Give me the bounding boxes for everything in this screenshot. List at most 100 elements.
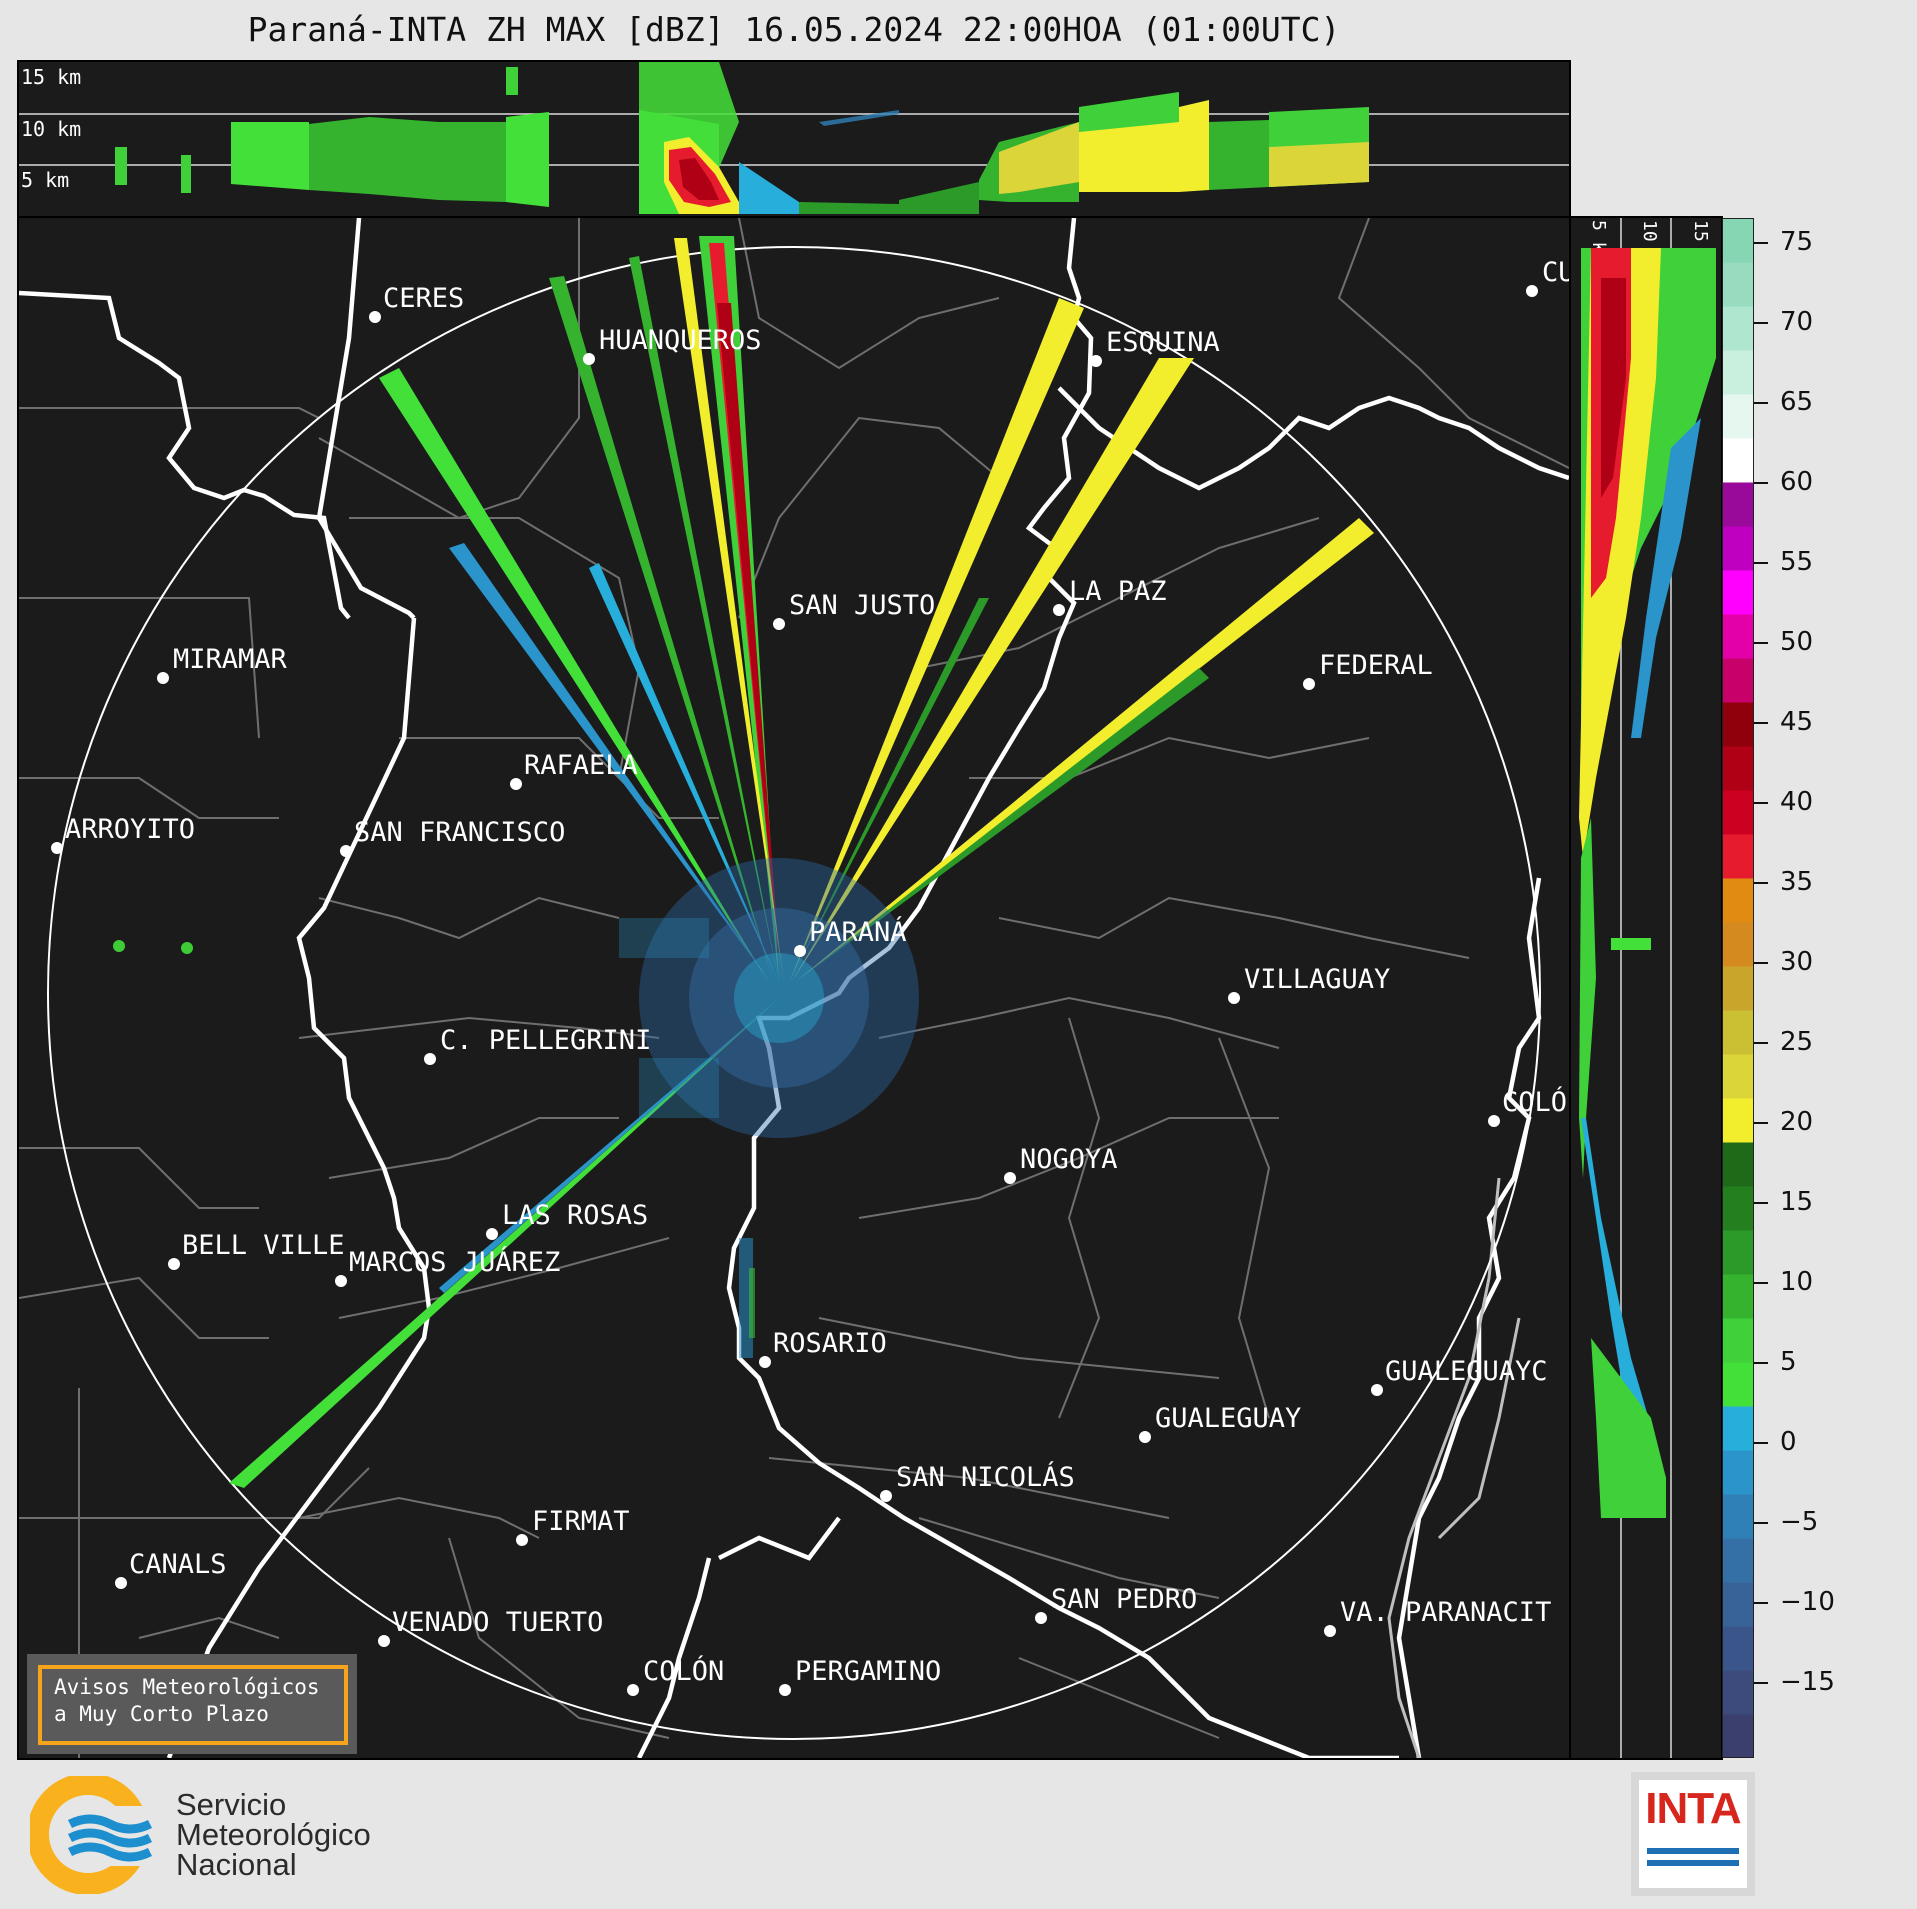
colorbar-tick-label: 50: [1780, 627, 1814, 657]
city-label-gualeguay: GUALEGUAY: [1155, 1403, 1301, 1434]
city-label-esquina: ESQUINA: [1106, 327, 1220, 358]
notice-frame: Avisos Meteorológicos a Muy Corto Plazo: [38, 1665, 348, 1745]
radar-map-panel: CERES HUANQUEROS ESQUINA CU SAN JUSTO LA…: [17, 216, 1571, 1760]
colorbar-tick-mark: [1754, 482, 1768, 484]
colorbar-tick-mark: [1754, 882, 1768, 884]
colorbar-tick-mark: [1754, 1042, 1768, 1044]
colorbar: [1722, 218, 1754, 1758]
colorbar-ticks: 75 70 65 60 55 50 45 40 35 30 25 20 15 10 5 0 −5 −10 −15: [1754, 218, 1904, 1758]
city-label-san-pedro: SAN PEDRO: [1051, 1584, 1197, 1615]
radar-beams: [229, 236, 1374, 1488]
city-label-las-rosas: LAS ROSAS: [502, 1200, 648, 1231]
city-label-pergamino: PERGAMINO: [795, 1656, 941, 1687]
smn-text-line-3: Nacional: [176, 1847, 297, 1882]
colorbar-cell: [1722, 1230, 1754, 1275]
colorbar-cell: [1722, 1406, 1754, 1451]
colorbar-tick-mark: [1754, 642, 1768, 644]
colorbar-tick-label: 10: [1780, 1267, 1814, 1297]
colorbar-tick-label: 30: [1780, 947, 1814, 977]
colorbar-cell: [1722, 614, 1754, 659]
colorbar-cell: [1722, 1010, 1754, 1055]
range-ring: [47, 246, 1541, 1740]
colorbar-tick-mark: [1754, 1202, 1768, 1204]
colorbar-cell: [1722, 922, 1754, 967]
city-label-firmat: FIRMAT: [532, 1506, 630, 1537]
colorbar-tick-label: 25: [1780, 1027, 1814, 1057]
notice-box: Avisos Meteorológicos a Muy Corto Plazo: [27, 1654, 357, 1754]
city-label-huanqueros: HUANQUEROS: [599, 325, 762, 356]
top-cross-section-plot: 15 km 10 km 5 km: [19, 62, 1569, 214]
colorbar-tick-mark: [1754, 1282, 1768, 1284]
colorbar-tick-label: 40: [1780, 787, 1814, 817]
colorbar-cell: [1722, 1714, 1754, 1758]
colorbar-cell: [1722, 570, 1754, 615]
colorbar-tick-label: −15: [1780, 1667, 1835, 1697]
colorbar-cell: [1722, 350, 1754, 395]
colorbar-cell: [1722, 1274, 1754, 1319]
colorbar-cell: [1722, 1054, 1754, 1099]
smn-text-line-2: Meteorológico: [176, 1817, 371, 1852]
city-label-cu: CU: [1542, 257, 1569, 288]
colorbar-cell: [1722, 306, 1754, 351]
city-label-colo: COLÓ: [1502, 1086, 1567, 1118]
city-label-san-francisco: SAN FRANCISCO: [354, 817, 565, 848]
city-label-c-pellegrini: C. PELLEGRINI: [440, 1025, 651, 1056]
colorbar-tick-label: −5: [1780, 1507, 1819, 1537]
colorbar-cell: [1722, 526, 1754, 571]
city-label-arroyito: ARROYITO: [65, 814, 195, 845]
colorbar-tick-label: 75: [1780, 227, 1814, 257]
colorbar-cell: [1722, 746, 1754, 791]
side-cross-section-plot: 5 km 10 km 15 km: [1579, 218, 1716, 1758]
colorbar-cell: [1722, 1582, 1754, 1627]
rivers: [1387, 1177, 1521, 1758]
colorbar-tick-mark: [1754, 1602, 1768, 1604]
city-label-rosario: ROSARIO: [773, 1328, 887, 1359]
colorbar-cell: [1722, 1362, 1754, 1407]
colorbar-tick-mark: [1754, 1442, 1768, 1444]
colorbar-cell: [1722, 1450, 1754, 1495]
colorbar-cell: [1722, 790, 1754, 835]
colorbar-tick-label: 15: [1780, 1187, 1814, 1217]
colorbar-cell: [1722, 1142, 1754, 1187]
city-label-marcos-juarez: MARCOS JUÁREZ: [349, 1246, 560, 1278]
chart-title: Paraná-INTA ZH MAX [dBZ] 16.05.2024 22:0…: [247, 10, 1341, 49]
colorbar-cell: [1722, 834, 1754, 879]
colorbar-tick-mark: [1754, 1122, 1768, 1124]
top-height-label-5: 5 km: [21, 168, 69, 192]
city-label-canals: CANALS: [129, 1549, 227, 1580]
colorbar-tick-label: 65: [1780, 387, 1814, 417]
province-boundaries: [19, 218, 1569, 1758]
top-height-label-10: 10 km: [21, 117, 81, 141]
city-labels: CERES HUANQUEROS ESQUINA CU SAN JUSTO LA…: [65, 257, 1569, 1687]
smn-text-line-1: Servicio: [176, 1787, 287, 1822]
colorbar-tick-mark: [1754, 1682, 1768, 1684]
colorbar-tick-mark: [1754, 562, 1768, 564]
colorbar-cell: [1722, 966, 1754, 1011]
colorbar-cell: [1722, 218, 1754, 263]
city-label-parana: PARANÁ: [809, 916, 907, 948]
city-label-san-justo: SAN JUSTO: [789, 590, 935, 621]
colorbar-tick-mark: [1754, 242, 1768, 244]
colorbar-tick-mark: [1754, 802, 1768, 804]
inta-logo: INTA: [1631, 1772, 1755, 1896]
city-label-bell-ville: BELL VILLE: [182, 1230, 345, 1261]
colorbar-cell: [1722, 262, 1754, 307]
colorbar-cell: [1722, 658, 1754, 703]
colorbar-tick-mark: [1754, 722, 1768, 724]
colorbar-tick-label: 35: [1780, 867, 1814, 897]
colorbar-cell: [1722, 878, 1754, 923]
near-radar-returns: [113, 858, 919, 1358]
city-label-federal: FEDERAL: [1319, 650, 1433, 681]
colorbar-cell: [1722, 482, 1754, 527]
colorbar-tick-mark: [1754, 1362, 1768, 1364]
top-cross-section-panel: 15 km 10 km 5 km: [17, 60, 1571, 218]
colorbar-cell: [1722, 1494, 1754, 1539]
colorbar-tick-label: −10: [1780, 1587, 1835, 1617]
colorbar-tick-mark: [1754, 402, 1768, 404]
colorbar-tick-label: 55: [1780, 547, 1814, 577]
colorbar-cell: [1722, 1098, 1754, 1143]
colorbar-cell: [1722, 1186, 1754, 1231]
city-label-va-paranacit: VA. PARANACIT: [1340, 1597, 1551, 1628]
city-label-villaguay: VILLAGUAY: [1244, 964, 1390, 995]
city-label-la-paz: LA PAZ: [1069, 576, 1167, 607]
